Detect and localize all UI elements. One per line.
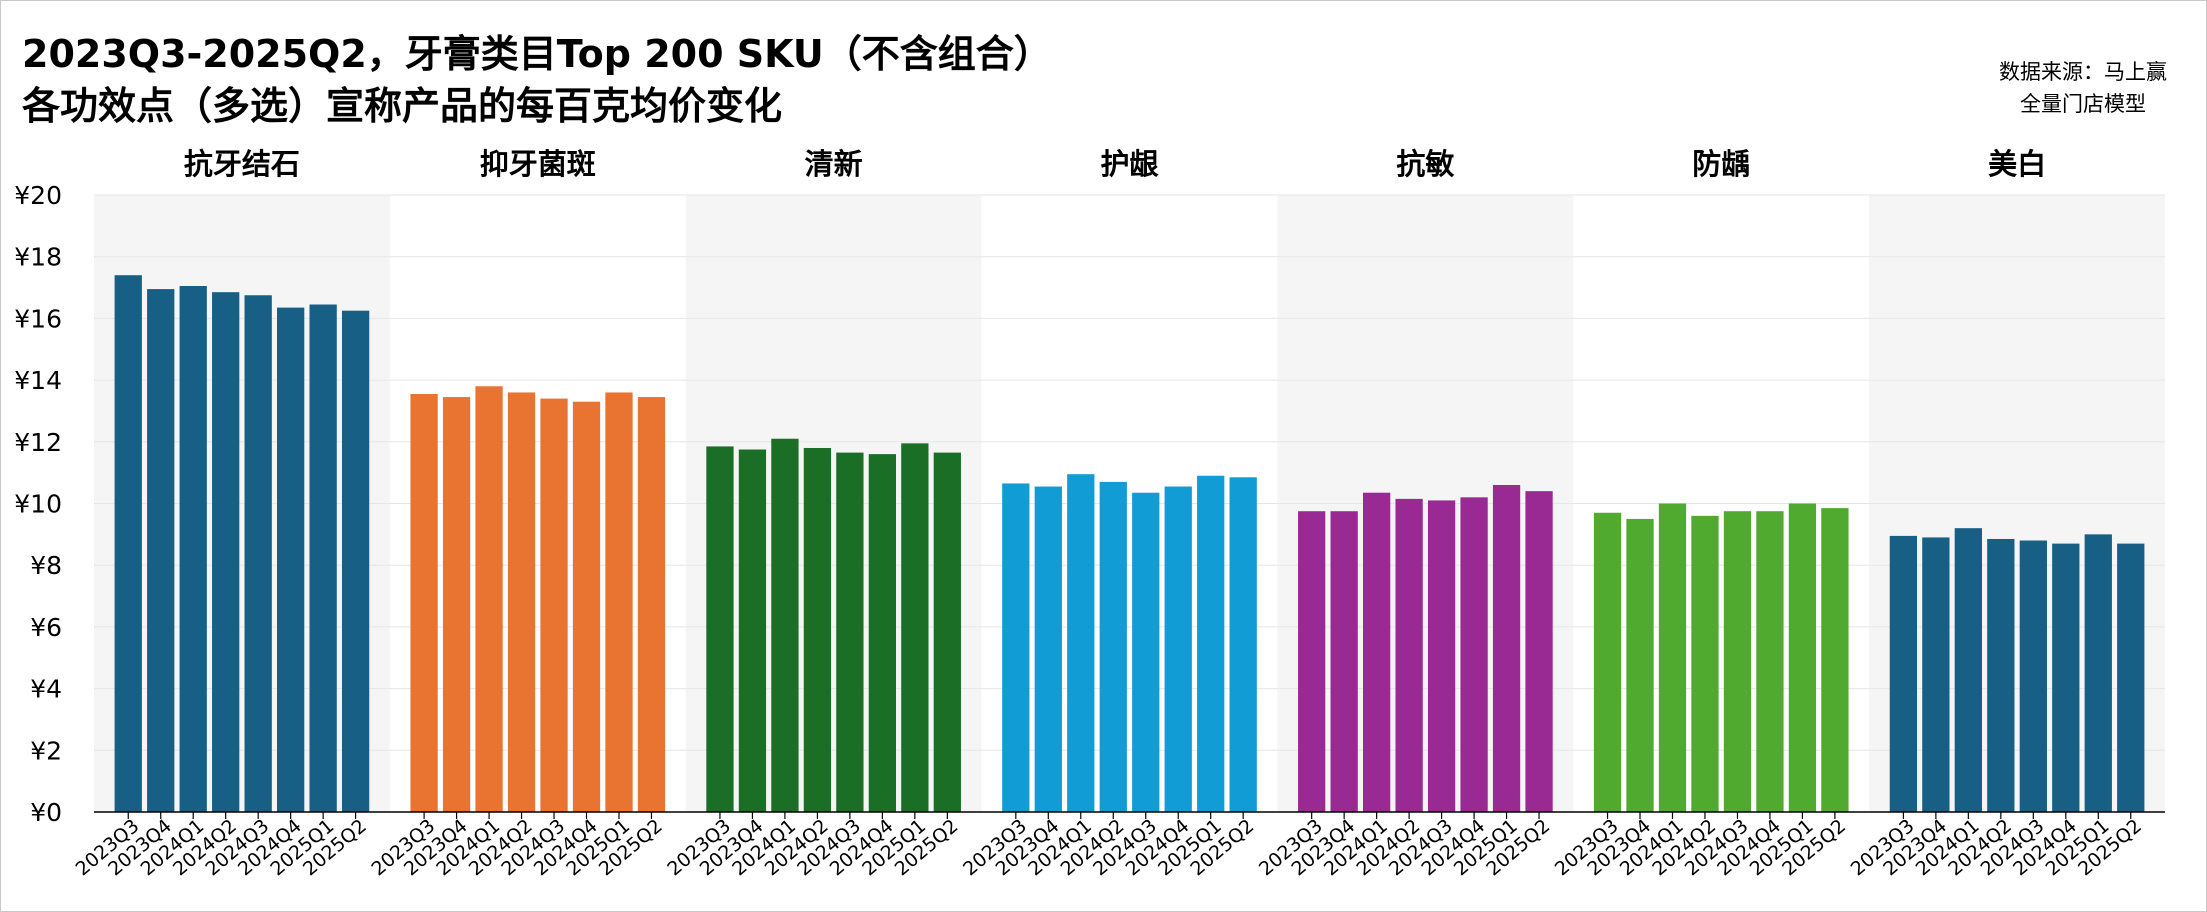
bar bbox=[1067, 474, 1095, 812]
y-tick-label: ¥12 bbox=[14, 428, 62, 457]
bar bbox=[1298, 511, 1326, 812]
data-source-note: 数据来源：马上赢 全量门店模型 bbox=[1999, 56, 2167, 120]
chart-title: 2023Q3-2025Q2，牙膏类目Top 200 SKU（不含组合） 各功效点… bbox=[22, 28, 1052, 132]
bar bbox=[868, 454, 897, 812]
panel-title: 美白 bbox=[1988, 147, 2046, 181]
bar bbox=[1658, 503, 1687, 812]
bar bbox=[1723, 511, 1752, 812]
bar bbox=[1395, 498, 1423, 812]
bar bbox=[442, 397, 471, 812]
bar bbox=[605, 392, 633, 812]
y-tick-label: ¥4 bbox=[30, 675, 62, 704]
bar bbox=[1002, 483, 1030, 812]
y-tick-label: ¥8 bbox=[30, 551, 62, 580]
bar bbox=[309, 304, 337, 812]
panel-title: 清新 bbox=[805, 147, 863, 181]
panel-title: 抗牙结石 bbox=[184, 147, 300, 181]
bar bbox=[706, 446, 734, 812]
bar bbox=[1330, 511, 1358, 812]
y-tick-label: ¥2 bbox=[30, 736, 62, 765]
bar bbox=[1626, 518, 1654, 812]
y-tick-label: ¥6 bbox=[30, 613, 62, 642]
bar bbox=[836, 452, 864, 812]
bar bbox=[2052, 543, 2080, 812]
bar bbox=[1987, 538, 2015, 812]
bar bbox=[277, 307, 305, 812]
bar bbox=[244, 295, 272, 812]
bar bbox=[1197, 475, 1225, 812]
bar bbox=[507, 392, 536, 812]
data-source-line-1: 数据来源：马上赢 bbox=[1999, 60, 2167, 84]
bar bbox=[901, 443, 929, 812]
panel-title: 防龋 bbox=[1692, 147, 1750, 181]
bar bbox=[1889, 535, 1918, 812]
y-tick-label: ¥10 bbox=[14, 490, 62, 519]
bar bbox=[1525, 491, 1553, 812]
bar bbox=[1788, 503, 1817, 812]
bar bbox=[1427, 500, 1456, 812]
bar bbox=[2084, 534, 2112, 812]
data-source-line-2: 全量门店模型 bbox=[2020, 92, 2146, 116]
chart-title-line-1: 2023Q3-2025Q2，牙膏类目Top 200 SKU（不含组合） bbox=[22, 32, 1052, 76]
y-tick-label: ¥18 bbox=[14, 243, 62, 272]
bar bbox=[1691, 515, 1719, 812]
bar bbox=[1034, 486, 1062, 812]
bar bbox=[114, 275, 142, 813]
bar bbox=[475, 386, 503, 812]
bar bbox=[540, 398, 568, 812]
bar bbox=[341, 310, 370, 812]
chart-title-line-2: 各功效点（多选）宣称产品的每百克均价变化 bbox=[22, 84, 783, 128]
bar bbox=[2117, 543, 2145, 812]
bar bbox=[1229, 477, 1257, 812]
bar bbox=[147, 289, 175, 812]
bar bbox=[1132, 492, 1160, 812]
bar bbox=[1492, 484, 1521, 812]
bar bbox=[1756, 511, 1784, 812]
y-tick-label: ¥20 bbox=[14, 181, 62, 210]
bar bbox=[933, 452, 961, 812]
bar bbox=[1460, 497, 1488, 812]
bar bbox=[738, 449, 767, 812]
y-tick-label: ¥0 bbox=[30, 798, 62, 827]
bar bbox=[572, 401, 601, 812]
bar bbox=[1164, 486, 1192, 812]
y-tick-label: ¥14 bbox=[14, 366, 62, 395]
bar bbox=[1593, 512, 1622, 812]
bar bbox=[1099, 481, 1127, 812]
bar bbox=[637, 397, 666, 812]
bar bbox=[1362, 492, 1391, 812]
bar bbox=[2019, 540, 2047, 812]
bar bbox=[1821, 508, 1849, 812]
bar bbox=[1922, 537, 1950, 812]
panel-title: 抗敏 bbox=[1396, 147, 1454, 181]
panel-title: 护龈 bbox=[1100, 147, 1159, 181]
bar bbox=[771, 438, 799, 812]
bar bbox=[803, 447, 832, 812]
bar bbox=[179, 286, 207, 812]
panel-title: 抑牙菌斑 bbox=[480, 147, 596, 181]
bar bbox=[410, 393, 438, 812]
y-tick-label: ¥16 bbox=[14, 304, 62, 333]
bar bbox=[212, 292, 240, 812]
bar bbox=[1954, 528, 1982, 812]
